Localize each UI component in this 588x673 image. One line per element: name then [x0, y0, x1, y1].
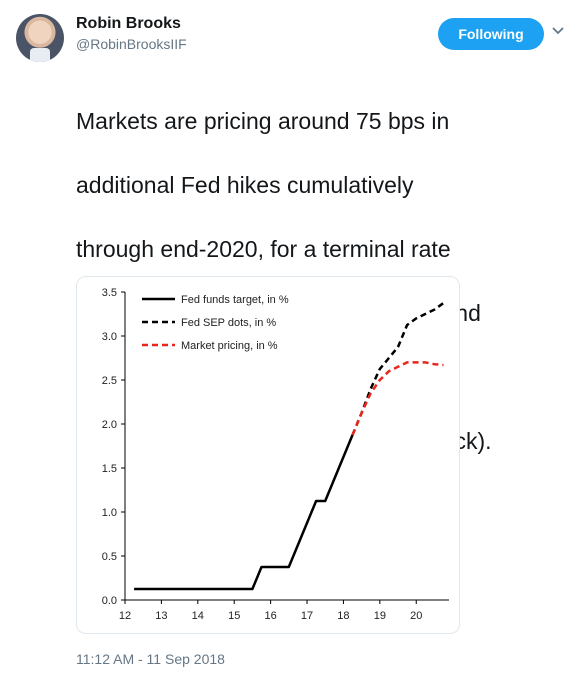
x-tick-label: 14	[192, 610, 204, 622]
x-tick-label: 18	[337, 610, 349, 622]
x-tick-label: 17	[301, 610, 313, 622]
y-tick-label: 2.0	[102, 419, 117, 431]
tweet-line: through end-2020, for a terminal rate	[76, 236, 451, 262]
x-tick-label: 13	[155, 610, 167, 622]
series-line	[351, 301, 445, 436]
author-name[interactable]: Robin Brooks	[76, 15, 181, 32]
y-tick-label: 0.5	[102, 551, 117, 563]
y-tick-label: 3.5	[102, 287, 117, 299]
y-tick-label: 2.5	[102, 375, 117, 387]
y-tick-label: 3.0	[102, 331, 117, 343]
series-line	[351, 361, 444, 436]
legend-label: Fed SEP dots, in %	[181, 317, 276, 329]
tweet-timestamp[interactable]: 11:12 AM - 11 Sep 2018	[76, 651, 225, 667]
legend-label: Fed funds target, in %	[181, 294, 289, 306]
legend-label: Market pricing, in %	[181, 340, 278, 352]
author-handle[interactable]: @RobinBrooksIIF	[76, 36, 187, 52]
tweet-line: additional Fed hikes cumulatively	[76, 172, 414, 198]
chart-image[interactable]: 0.0 0.5 1.0 1.5 2.0 2.5 3.0 3.5 12 13 14 15 16 17 18 19…	[76, 276, 460, 634]
series-line	[134, 434, 354, 591]
x-tick-label: 16	[264, 610, 276, 622]
x-tick-label: 20	[410, 610, 422, 622]
fed-rates-chart: 0.0 0.5 1.0 1.5 2.0 2.5 3.0 3.5 12 13 14 15 16 17 18 19…	[102, 287, 449, 622]
tweet-line: Markets are pricing around 75 bps in	[76, 108, 450, 134]
x-tick-label: 19	[374, 610, 386, 622]
x-tick-label: 12	[119, 610, 131, 622]
x-tick-label: 15	[228, 610, 240, 622]
y-tick-label: 1.0	[102, 507, 117, 519]
y-tick-label: 0.0	[102, 595, 117, 607]
y-tick-label: 1.5	[102, 463, 117, 475]
avatar[interactable]	[16, 14, 64, 62]
following-button[interactable]: Following	[438, 18, 544, 50]
chevron-down-icon[interactable]	[551, 24, 565, 38]
